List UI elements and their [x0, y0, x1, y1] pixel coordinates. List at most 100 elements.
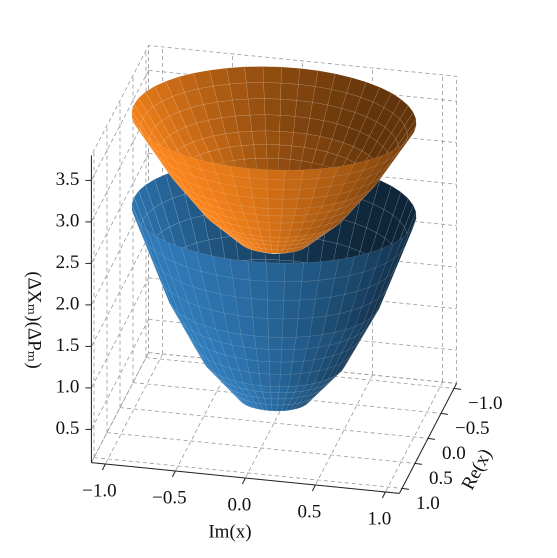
surface-patch: [247, 168, 268, 180]
surface-patch: [269, 386, 280, 394]
surface-patch: [254, 207, 270, 216]
z-tick-label: 0.5: [56, 418, 80, 439]
surface-patch: [181, 247, 202, 272]
y-tick-label: −1.0: [468, 393, 502, 414]
surface-patch: [299, 178, 319, 190]
surface-patch: [237, 315, 255, 337]
surface-patch: [282, 318, 299, 338]
surface-patch: [270, 240, 280, 246]
surface-patch: [260, 385, 271, 393]
y-tick-label: 0.0: [442, 443, 466, 464]
surface-patch: [269, 222, 282, 231]
surface-patch: [280, 82, 299, 101]
surface-patch: [146, 137, 165, 156]
x-tick-label: −0.5: [152, 487, 186, 508]
surface-patch: [253, 144, 268, 159]
surface-patch: [262, 66, 282, 84]
surface-patch: [280, 215, 295, 224]
surface-patch: [294, 100, 313, 119]
surface-patch: [247, 261, 268, 282]
y-tick: [414, 462, 423, 465]
z-tick-label: 1.5: [56, 335, 80, 356]
surface-patch: [283, 179, 302, 190]
surface-patch: [252, 197, 269, 209]
surface-patch: [297, 298, 316, 319]
surface-patch: [265, 130, 280, 146]
surface-patch: [283, 281, 302, 301]
surface-patch: [280, 361, 293, 375]
surface-patch: [267, 198, 284, 210]
surface-patch: [271, 248, 278, 254]
surface-patch: [196, 158, 217, 174]
surface-patch: [264, 114, 281, 132]
y-tick: [453, 387, 462, 390]
grid-line: [93, 457, 403, 489]
z-tick-label: 2.5: [56, 252, 80, 273]
surface-patch: [268, 336, 283, 351]
surface-patch: [278, 144, 293, 160]
y-tick: [440, 412, 449, 415]
x-tick-label: 0.5: [298, 501, 322, 522]
surface-patch: [280, 349, 295, 363]
surface-patch: [203, 101, 222, 121]
surface-patch: [259, 228, 271, 238]
x-axis-label: Im(x): [208, 521, 251, 542]
surface-patch: [270, 398, 279, 406]
surface-patch: [268, 215, 282, 224]
z-tick-label: 3.0: [56, 210, 80, 231]
y-tick: [401, 487, 410, 490]
surface-patch: [251, 130, 267, 146]
z-axis-label: (ΔXₘ)(ΔPₘ): [24, 271, 45, 368]
y-tick-label: −0.5: [455, 418, 489, 439]
surface-patch: [266, 281, 285, 301]
x-tick-label: −1.0: [82, 480, 116, 501]
x-tick: [311, 484, 316, 492]
surface-patch: [249, 279, 268, 301]
surface-patch: [264, 98, 281, 116]
surface-patch: [246, 82, 265, 100]
surface-patch: [271, 404, 278, 412]
surface-patch: [254, 335, 270, 350]
x-tick: [171, 470, 176, 478]
surface-patch: [257, 221, 271, 231]
surface-patch: [259, 373, 271, 387]
surface-patch: [284, 169, 304, 181]
surface-patch: [301, 168, 322, 180]
surface-patch: [266, 262, 286, 283]
surface-patch: [165, 76, 185, 97]
surface-patch: [296, 84, 316, 103]
surface-patch: [268, 208, 283, 217]
surface-patch: [278, 131, 294, 147]
x-tick: [381, 491, 386, 499]
surface-patch: [251, 187, 269, 199]
surface-patch: [251, 298, 269, 319]
surface-patch: [181, 154, 202, 170]
surface-patch: [249, 114, 266, 132]
surface-patch: [221, 115, 239, 134]
x-tick: [101, 463, 106, 471]
surface-patch: [281, 208, 297, 217]
x-tick: [241, 477, 246, 485]
surface-patch: [269, 373, 281, 387]
surface-patch: [249, 177, 268, 190]
surface-patch: [269, 361, 282, 375]
surface-patch: [255, 214, 270, 223]
surface-patch: [279, 229, 291, 238]
surface-patch: [257, 360, 271, 375]
surface-patch: [278, 236, 290, 242]
surface-patch: [134, 217, 149, 246]
surface-patch: [279, 373, 291, 387]
surface-patch: [269, 229, 281, 238]
surface-patch: [229, 82, 249, 101]
surface-patch: [263, 82, 282, 100]
surface-patch: [282, 188, 301, 200]
surface-patch: [279, 98, 298, 117]
surface-patch: [196, 251, 217, 276]
surface-patch: [298, 68, 319, 87]
grid-line: [119, 407, 429, 439]
surface-patch: [270, 392, 280, 400]
x-tick-label: 1.0: [368, 508, 392, 529]
surface-patch: [284, 262, 304, 283]
surface-patch: [266, 179, 285, 190]
